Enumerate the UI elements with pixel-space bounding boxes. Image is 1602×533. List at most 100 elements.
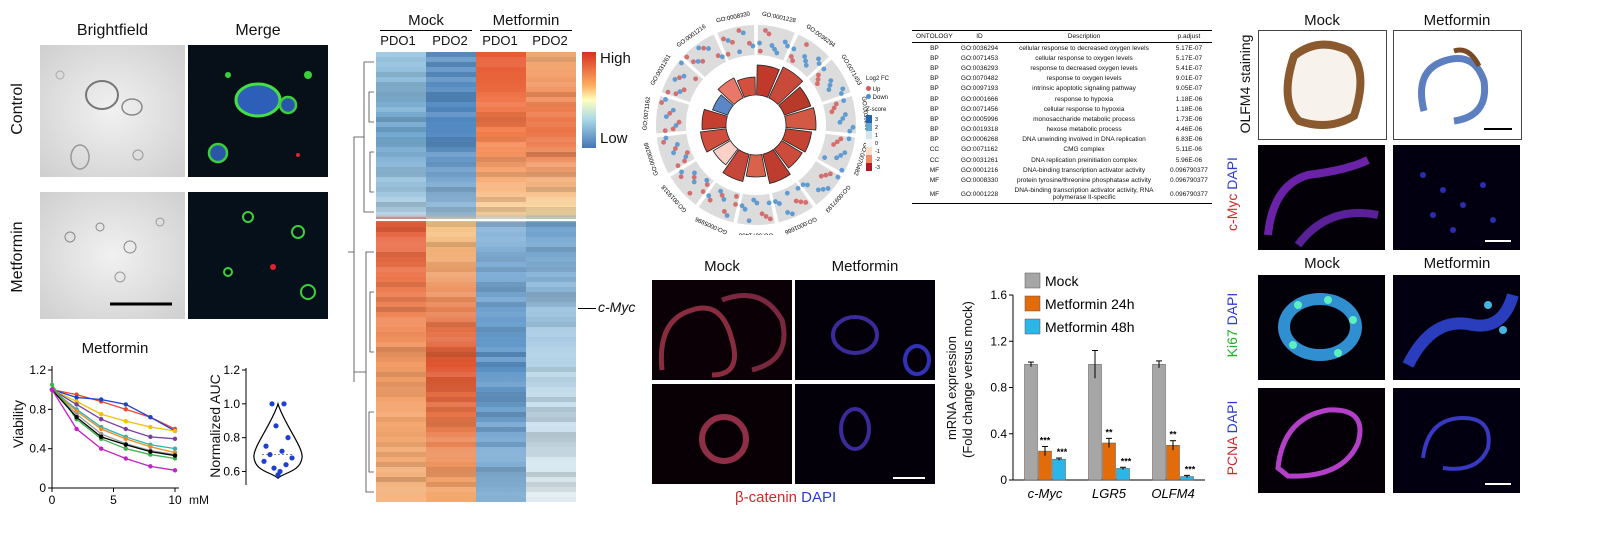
heatmap-cell [376,287,426,292]
heatmap-cell [526,62,576,67]
heatmap-cell [476,427,526,432]
bar-significance: *** [1040,435,1051,445]
heatmap-cell [426,132,476,137]
zscore-tick-label: 1 [875,133,878,139]
cmyc-gene-label: c-Myc [598,299,636,315]
heatmap-cell [526,432,576,437]
zscore-tick-label: 3 [875,117,878,123]
heatmap-cell [476,387,526,392]
go-table-cell: intrinsic apoptotic signaling pathway [1032,85,1136,93]
viability-point [123,402,128,407]
heatmap-cell [526,237,576,242]
heatmap-cell [426,62,476,67]
table-row: MF GO:0001228 DNA-binding transcription ac… [912,185,1212,204]
sample-4: PDO2 [532,33,568,48]
heatmap-cell [426,107,476,112]
heatmap-cell [526,387,576,392]
auc-point [271,465,277,471]
table-row: BP GO:0097193 intrinsic apoptotic signalin… [912,84,1212,94]
heatmap-cell [526,97,576,102]
mock-underline [380,30,472,31]
bcat-metformin-label: Metformin [831,258,899,275]
heatmap-cell [376,467,426,472]
go-gene-point [772,46,777,52]
go-table-cell: MF [912,185,957,204]
heatmap-cell [426,462,476,467]
heatmap-cell [426,287,476,292]
ki67-text: Ki67 [1224,329,1240,358]
go-circular-plot: GO:0001228GO:0036294GO:0071453GO:0036293… [642,11,869,235]
heatmap-cell [376,212,426,217]
heatmap-cell [376,312,426,317]
go-gene-point [847,128,853,134]
cmyc-label: c-Myc DAPI [1212,148,1252,248]
bar [1052,458,1066,481]
heatmap-cell [426,372,476,377]
heatmap-cell [476,132,526,137]
heatmap-cell [476,72,526,77]
viability-point [74,402,79,407]
heatmap-cell [476,337,526,342]
heatmap-cell [476,312,526,317]
heatmap-cell [376,322,426,327]
heatmap-cell [526,137,576,142]
go-gene-point [839,167,845,173]
heatmap-cell [426,312,476,317]
go-gene-point [846,136,852,142]
legend-up: Up [866,86,880,93]
heatmap-cell [426,82,476,87]
heatmap-cell [476,417,526,422]
bcat-mock-label: Mock [704,258,740,275]
bar-ytick-label: 0 [1000,473,1007,487]
pcna-label-inner: PCNA DAPI [1224,383,1240,493]
go-gene-point [841,98,847,104]
heatmap-cell [376,232,426,237]
heatmap-cell [376,367,426,372]
zscore-colorbar: 3 2 1 0 -1 -2 -3 [866,115,880,171]
go-table-cell: GO:0071162 [961,146,998,154]
go-gene-point [789,211,795,217]
heatmap-cell [376,162,426,167]
heatmap-cell [376,72,426,77]
go-gene-point [704,177,710,183]
go-table-cell: BP [930,115,939,123]
go-table-cell: GO:0008330 [960,177,999,185]
heatmap-cell [526,282,576,287]
auc-point [279,448,285,454]
bar-category-label: c-Myc [1028,486,1063,501]
heatmap-cell [426,222,476,227]
h-metformin-label-top: Metformin [1423,12,1491,29]
go-gene-point [826,87,832,93]
scale-low-label: Low [600,130,628,147]
heatmap-cell [376,447,426,452]
heatmap-cell [426,72,476,77]
heatmap-cell [476,127,526,132]
heatmap-cell [476,412,526,417]
heatmap-cell [476,177,526,182]
heatmap-cell [426,87,476,92]
heatmap-cell [476,472,526,477]
control-row-label: Control [9,83,26,135]
go-gene-point [682,158,687,164]
heatmap-cell [526,317,576,322]
heatmap-cell [426,487,476,492]
go-gene-point [840,116,846,121]
go-gene-point [739,203,745,209]
legend-down: Down [866,94,888,101]
heatmap-cell [376,222,426,227]
heatmap-cell [476,492,526,497]
heatmap-cell [376,472,426,477]
heatmap-cell [426,127,476,132]
ki67-metformin-image [1393,275,1520,380]
mrna-ylabel-1: mRNA expression [944,335,959,441]
bar [1024,364,1038,481]
go-table-cell: 5.96E-06 [1175,156,1203,164]
heatmap-cell [376,302,426,307]
bar-category-label: LGR5 [1092,486,1127,501]
legend-swatch [1024,295,1041,312]
heatmap-cell [376,317,426,322]
heatmap-cell [426,427,476,432]
heatmap-cell [426,122,476,127]
heatmap-cell [476,287,526,292]
heatmap-cell [526,337,576,342]
